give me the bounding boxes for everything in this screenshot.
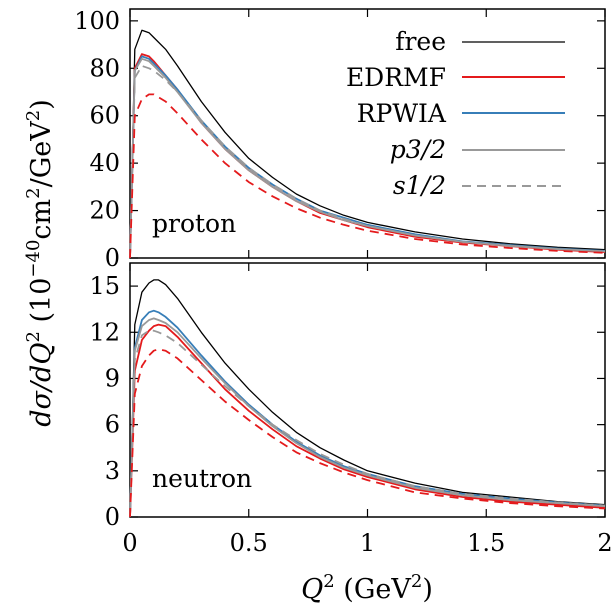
neutron-ytick-label: 3 (105, 457, 120, 485)
neutron-ytick-label: 9 (105, 364, 120, 392)
neutron-series-s12-line (129, 329, 606, 518)
proton-ytick-label: 0 (105, 244, 120, 272)
proton-panel-label: proton (152, 209, 236, 238)
xtick-label: 0.5 (230, 529, 268, 557)
x-axis-label: Q2 (GeV2) (301, 571, 433, 605)
proton-series-p32-line (129, 57, 606, 259)
neutron-panel-label: neutron (152, 464, 252, 493)
proton-series-lines (129, 29, 606, 259)
neutron-panel: 0 3 6 9 12 15 0 0.5 1 1.5 2 neutron (89, 262, 613, 557)
proton-panel: 0 20 40 60 80 100 proton free EDRMF RPWIA p3/… (74, 7, 606, 272)
neutron-y-ticks: 0 3 6 9 12 15 (89, 263, 606, 531)
legend-label-edrmf: EDRMF (346, 63, 446, 92)
legend-label-rpwia: RPWIA (357, 99, 447, 128)
y-axis-label: dσ/dQ2 (10−40cm2/GeV2) (23, 99, 57, 427)
xtick-label: 1.5 (467, 529, 505, 557)
proton-y-ticks: 0 20 40 60 80 100 (74, 7, 606, 272)
proton-ytick-label: 20 (89, 197, 120, 225)
proton-series-dashed-red-line (129, 93, 606, 259)
neutron-series-free-line (129, 279, 606, 518)
xtick-label: 0 (122, 529, 137, 557)
proton-ytick-label: 40 (89, 149, 120, 177)
neutron-series-dashed-red-line (129, 348, 606, 518)
legend-label-s12: s1/2 (393, 171, 446, 200)
legend-label-p32: p3/2 (390, 135, 446, 164)
xtick-label: 2 (597, 529, 612, 557)
neutron-series-lines (129, 279, 606, 518)
neutron-ytick-label: 0 (105, 503, 120, 531)
neutron-ytick-label: 12 (89, 318, 120, 346)
proton-series-s12-line (129, 65, 606, 259)
proton-series-free-line (129, 29, 606, 259)
proton-ytick-label: 60 (89, 102, 120, 130)
neutron-series-edrmf-line (129, 323, 606, 518)
xtick-label: 1 (360, 529, 375, 557)
proton-ytick-label: 80 (89, 54, 120, 82)
neutron-ytick-label: 15 (89, 272, 120, 300)
legend-label-free: free (395, 27, 446, 56)
x-ticks: 0 0.5 1 1.5 2 (122, 529, 612, 557)
proton-ytick-label: 100 (74, 7, 120, 35)
legend: free EDRMF RPWIA p3/2 s1/2 (346, 27, 565, 200)
neutron-series-rpwia-line (129, 309, 606, 518)
neutron-ytick-label: 6 (105, 411, 120, 439)
